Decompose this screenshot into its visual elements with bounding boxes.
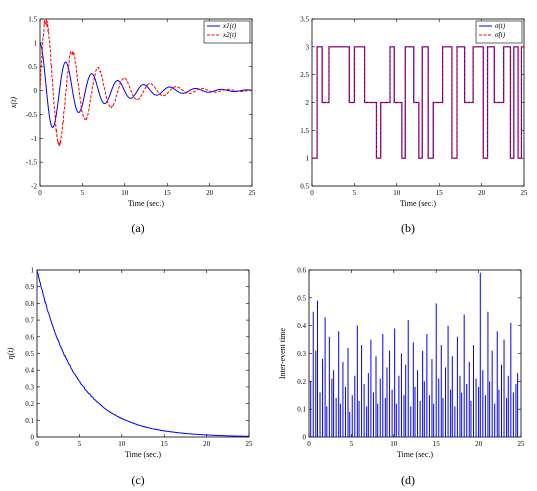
y-tick-label: 0.5	[25, 350, 34, 358]
y-tick-label: 0.6	[25, 333, 34, 341]
y-tick-label: 1	[31, 267, 35, 275]
x-tick-label: 0	[307, 440, 311, 448]
x-tick-label: 5	[81, 189, 85, 197]
y-tick-label: 0.8	[25, 300, 34, 308]
y-tick-label: 0.2	[25, 400, 34, 408]
x-axis-label: Time (sec.)	[128, 199, 164, 208]
x-tick-label: 15	[436, 189, 444, 197]
y-axis-label: x(t)	[9, 97, 18, 109]
y-axis-label: Inter-event time	[278, 327, 287, 379]
y-tick-label: 0.5	[300, 183, 309, 191]
panel-caption-d: (d)	[401, 473, 415, 487]
panel-b: 0 5 10 15 20 25 0.5 1 1.5 2 2.5 3 3.5 Time (sec.) σ(t)…	[300, 16, 528, 209]
x-tick-label: 20	[203, 440, 211, 448]
legend-label: σ̂(t)	[495, 31, 506, 39]
x-tick-label: 0	[35, 440, 39, 448]
series-line-1	[36, 270, 250, 437]
x-tick-label: 15	[164, 189, 172, 197]
y-tick-label: 1.5	[28, 16, 37, 24]
y-tick-label: 0.5	[28, 63, 37, 71]
y-tick-label: 0.3	[297, 350, 306, 358]
x-axis-label: Time (sec.)	[397, 450, 433, 459]
x-tick-label: 15	[161, 440, 169, 448]
panel-c: 0 5 10 15 20 25 0 0.1 0.2 0.3 0.4 0.5 0.6 0.7 0.8 0.9 1 T…	[6, 267, 253, 460]
series-line-1	[40, 42, 252, 129]
y-tick-label: 3	[306, 43, 310, 51]
x-tick-label: 25	[521, 189, 529, 197]
y-tick-label: -1	[31, 135, 37, 143]
legend-label: x2(t)	[222, 31, 237, 39]
panel-caption-b: (b)	[401, 221, 415, 235]
x-tick-label: 5	[78, 440, 82, 448]
x-tick-label: 10	[390, 440, 398, 448]
y-tick-label: 1	[34, 39, 38, 47]
y-tick-label: 3.5	[300, 16, 309, 24]
y-tick-label: 0	[31, 434, 35, 442]
y-tick-label: 0	[303, 434, 307, 442]
x-tick-label: 5	[350, 440, 354, 448]
panel-d: 0 5 10 15 20 25 0 0.1 0.2 0.3 0.4 0.5 0.6 Time (sec.)…	[278, 267, 525, 460]
panel-caption-c: (c)	[131, 473, 144, 487]
axes-frame	[36, 269, 250, 438]
x-tick-label: 20	[206, 189, 214, 197]
x-tick-label: 20	[478, 189, 486, 197]
x-tick-label: 25	[518, 440, 526, 448]
y-tick-label: 0.3	[25, 383, 34, 391]
y-tick-label: -2	[31, 183, 37, 191]
y-tick-label: 2.5	[300, 71, 309, 79]
x-tick-label: 15	[433, 440, 441, 448]
y-tick-label: 0.6	[297, 267, 306, 275]
legend-label: x1(t)	[222, 22, 237, 30]
series-step-2	[312, 46, 524, 159]
y-tick-label: 0.2	[297, 378, 306, 386]
y-tick-label: 1.5	[300, 127, 309, 135]
x-axis-label: Time (sec.)	[125, 450, 161, 459]
y-tick-label: 0.7	[25, 317, 34, 325]
x-tick-label: 0	[310, 189, 314, 197]
y-tick-label: 1	[306, 155, 310, 163]
y-axis-label: η(t)	[6, 347, 15, 359]
panel-caption-a: (a)	[131, 221, 144, 235]
x-tick-label: 25	[246, 440, 254, 448]
panel-a: 0 5 10 15 20 25 -2 -1.5 -1 -0.5 0 0.5 1 1.5 Time (sec.…	[9, 16, 256, 209]
y-tick-label: 0.4	[25, 367, 34, 375]
y-tick-label: 0.5	[297, 294, 306, 302]
x-tick-label: 10	[121, 189, 129, 197]
x-tick-label: 20	[475, 440, 483, 448]
series-line-2	[40, 19, 252, 147]
y-tick-label: -0.5	[26, 111, 38, 119]
y-tick-label: 0.9	[25, 283, 34, 291]
x-tick-label: 0	[38, 189, 42, 197]
y-tick-label: 0.1	[297, 406, 306, 414]
x-tick-label: 10	[118, 440, 126, 448]
x-axis-label: Time (sec.)	[400, 199, 436, 208]
legend-label: σ(t)	[495, 22, 506, 30]
y-tick-label: 0.4	[297, 322, 306, 330]
y-tick-label: 0.1	[25, 417, 34, 425]
axes-frame	[39, 18, 253, 187]
x-tick-label: 10	[393, 189, 401, 197]
y-tick-label: 2	[306, 99, 310, 107]
x-tick-label: 25	[249, 189, 257, 197]
y-tick-label: 0	[34, 87, 38, 95]
y-tick-label: -1.5	[26, 159, 38, 167]
x-tick-label: 5	[353, 189, 357, 197]
